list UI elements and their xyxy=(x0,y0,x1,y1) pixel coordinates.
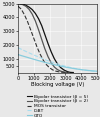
GTO xyxy=(65,66,66,68)
MOS transistor xyxy=(17,6,19,7)
Bipolar transistor (β = 2) xyxy=(57,69,58,70)
Bipolar transistor (β = 5) xyxy=(71,72,72,73)
Bipolar transistor (β = 5) xyxy=(17,3,19,4)
IGBT xyxy=(88,70,90,71)
Legend: Bipolar transistor (β = 5), Bipolar transistor (β = 2), MOS transistor, IGBT, GT: Bipolar transistor (β = 5), Bipolar tran… xyxy=(27,94,88,117)
Bipolar transistor (β = 5) xyxy=(38,18,39,19)
Bipolar transistor (β = 2) xyxy=(44,48,46,49)
Bipolar transistor (β = 2) xyxy=(38,29,39,30)
MOS transistor xyxy=(33,38,34,39)
MOS transistor xyxy=(21,8,22,10)
Bipolar transistor (β = 5) xyxy=(47,43,49,44)
Bipolar transistor (β = 5) xyxy=(60,67,61,68)
MOS transistor xyxy=(30,29,31,30)
Bipolar transistor (β = 5) xyxy=(57,63,58,65)
GTO xyxy=(25,56,26,58)
IGBT xyxy=(17,47,19,48)
Line: MOS transistor: MOS transistor xyxy=(18,6,69,73)
Bipolar transistor (β = 5) xyxy=(66,71,68,72)
IGBT xyxy=(65,66,66,67)
Bipolar transistor (β = 5) xyxy=(25,5,26,6)
MOS transistor xyxy=(68,72,69,73)
Bipolar transistor (β = 2) xyxy=(47,56,49,57)
MOS transistor xyxy=(46,64,47,65)
Bipolar transistor (β = 2) xyxy=(19,3,20,4)
Bipolar transistor (β = 2) xyxy=(63,71,64,73)
Bipolar transistor (β = 5) xyxy=(19,3,20,4)
IGBT xyxy=(41,58,42,59)
MOS transistor xyxy=(27,21,28,22)
IGBT xyxy=(25,51,26,52)
Y-axis label: Allowed current (A/cm²): Allowed current (A/cm²) xyxy=(0,7,1,69)
Bipolar transistor (β = 2) xyxy=(66,72,68,73)
GTO xyxy=(49,63,50,64)
Bipolar transistor (β = 5) xyxy=(44,34,46,35)
IGBT xyxy=(73,67,74,69)
IGBT xyxy=(81,69,82,70)
Bipolar transistor (β = 5) xyxy=(41,25,42,26)
Bipolar transistor (β = 2) xyxy=(60,70,61,72)
IGBT xyxy=(33,54,34,56)
GTO xyxy=(73,68,74,69)
Bipolar transistor (β = 5) xyxy=(32,9,33,10)
Bipolar transistor (β = 2) xyxy=(51,62,52,63)
GTO xyxy=(81,69,82,70)
MOS transistor xyxy=(43,60,44,61)
GTO xyxy=(96,71,98,72)
IGBT xyxy=(49,61,50,62)
IGBT xyxy=(57,63,58,65)
Bipolar transistor (β = 2) xyxy=(65,72,66,73)
Bipolar transistor (β = 5) xyxy=(22,4,23,5)
Bipolar transistor (β = 2) xyxy=(68,72,69,73)
Bipolar transistor (β = 5) xyxy=(35,13,36,14)
MOS transistor xyxy=(58,71,60,73)
Line: Bipolar transistor (β = 2): Bipolar transistor (β = 2) xyxy=(18,4,69,73)
GTO xyxy=(88,70,90,71)
GTO xyxy=(41,61,42,62)
MOS transistor xyxy=(40,53,41,55)
MOS transistor xyxy=(66,72,68,73)
Bipolar transistor (β = 5) xyxy=(70,72,71,73)
Bipolar transistor (β = 5) xyxy=(54,58,55,59)
Bipolar transistor (β = 2) xyxy=(54,66,55,68)
X-axis label: Blocking voltage (V): Blocking voltage (V) xyxy=(31,82,84,87)
MOS transistor xyxy=(36,46,38,48)
GTO xyxy=(33,59,34,60)
Bipolar transistor (β = 2) xyxy=(28,9,30,10)
Line: IGBT: IGBT xyxy=(18,48,97,72)
Bipolar transistor (β = 5) xyxy=(63,69,64,71)
MOS transistor xyxy=(52,69,53,71)
Line: GTO: GTO xyxy=(18,55,97,71)
MOS transistor xyxy=(55,70,56,72)
Bipolar transistor (β = 5) xyxy=(68,71,69,73)
Bipolar transistor (β = 2) xyxy=(32,13,33,15)
IGBT xyxy=(96,71,98,72)
MOS transistor xyxy=(65,72,66,73)
MOS transistor xyxy=(24,14,25,15)
GTO xyxy=(17,54,19,55)
MOS transistor xyxy=(62,72,63,73)
MOS transistor xyxy=(49,67,50,69)
Bipolar transistor (β = 2) xyxy=(25,6,26,7)
GTO xyxy=(57,65,58,66)
Bipolar transistor (β = 5) xyxy=(51,51,52,53)
Bipolar transistor (β = 5) xyxy=(28,6,30,8)
Bipolar transistor (β = 2) xyxy=(17,3,19,4)
Bipolar transistor (β = 5) xyxy=(73,72,74,73)
Bipolar transistor (β = 2) xyxy=(35,20,36,22)
Line: Bipolar transistor (β = 5): Bipolar transistor (β = 5) xyxy=(18,4,73,73)
Bipolar transistor (β = 2) xyxy=(41,39,42,40)
Bipolar transistor (β = 2) xyxy=(22,4,23,5)
